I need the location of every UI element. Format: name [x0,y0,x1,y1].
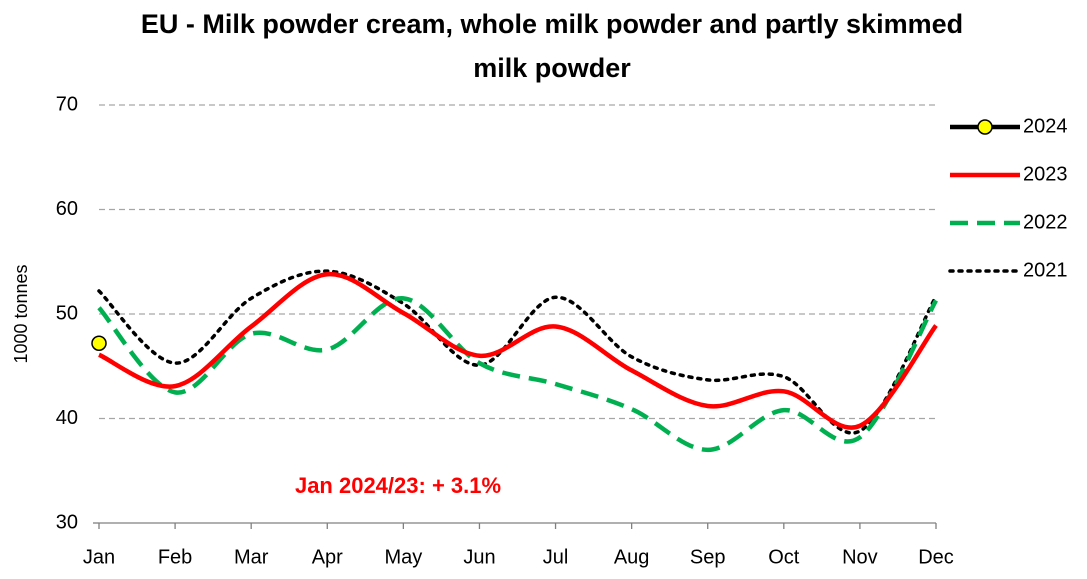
legend-label: 2023 [1023,163,1068,185]
legend-label: 2022 [1023,211,1068,233]
annotation: Jan 2024/23: + 3.1% [295,473,501,498]
y-axis-label: 1000 tonnes [11,264,31,363]
x-tick-label: Apr [312,546,343,568]
y-tick-label: 30 [56,511,78,533]
x-tick-label: Jul [543,546,569,568]
x-tick-label: Aug [614,546,650,568]
y-tick-label: 50 [56,302,78,324]
series-line [97,269,938,435]
legend-marker [977,119,993,135]
y-tick-label: 40 [56,407,78,429]
chart-title: EU - Milk powder cream, whole milk powde… [140,9,964,83]
series-marker [91,335,107,352]
x-tick-label: Jan [83,546,115,568]
x-tick-label: Sep [690,546,726,568]
x-tick-label: Jun [463,546,495,568]
series-line [97,296,938,453]
legend-label: 2021 [1023,259,1068,281]
x-tick-label: Dec [918,546,954,568]
series-line [98,272,938,430]
x-tick-label: Mar [234,546,269,568]
legend-label: 2024 [1023,115,1068,137]
x-tick-label: May [384,546,422,568]
x-tick-label: Nov [842,546,878,568]
y-tick-label: 70 [56,93,78,115]
x-tick-label: Feb [158,546,192,568]
y-tick-label: 60 [56,198,78,220]
x-tick-label: Oct [768,546,800,568]
